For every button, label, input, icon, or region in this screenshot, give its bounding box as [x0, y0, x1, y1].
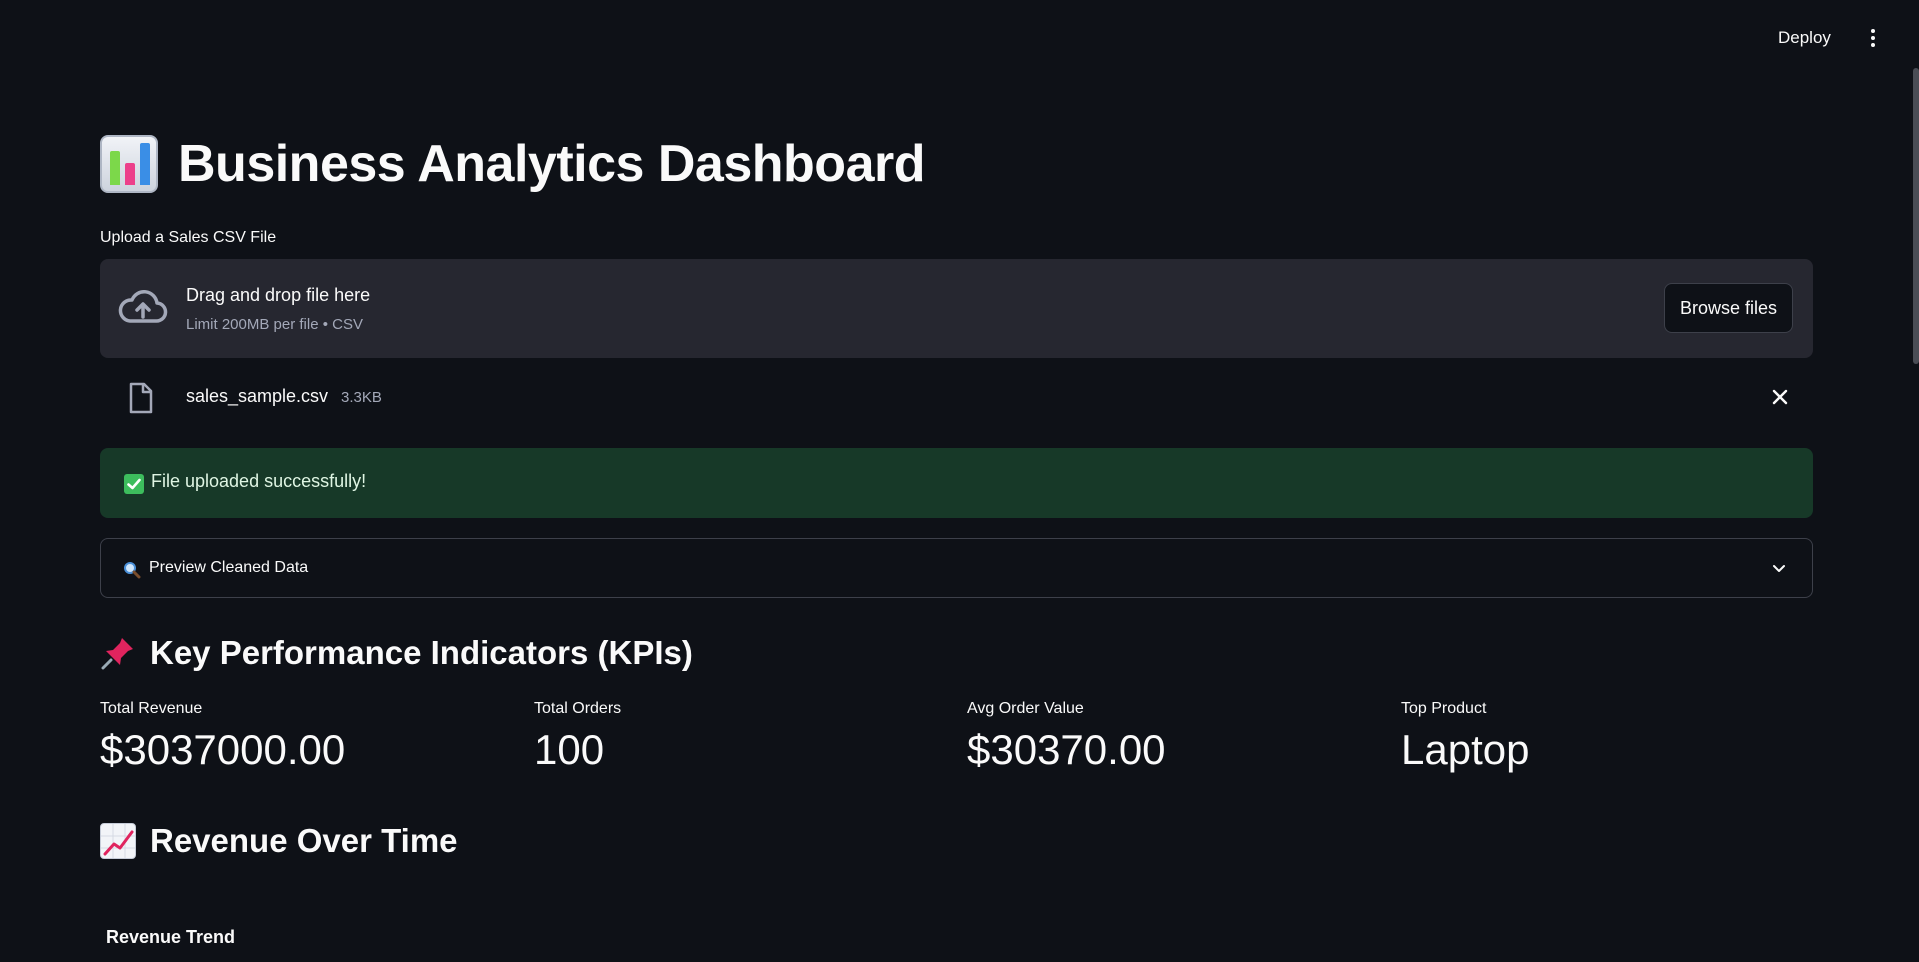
- page-scrollbar[interactable]: [1913, 68, 1919, 364]
- metric-value: $30370.00: [967, 726, 1166, 773]
- kpi-section-heading: Key Performance Indicators (KPIs): [100, 634, 693, 672]
- dropzone-hint: Limit 200MB per file • CSV: [186, 316, 363, 333]
- expander-label: Preview Cleaned Data: [149, 559, 309, 576]
- dropzone-title: Drag and drop file here: [186, 285, 371, 305]
- kpi-section-title: Key Performance Indicators (KPIs): [150, 634, 693, 671]
- uploader-label: Upload a Sales CSV File: [100, 229, 277, 246]
- deploy-button[interactable]: Deploy: [1778, 28, 1831, 47]
- metric-top-product: Top Product Laptop: [1401, 700, 1801, 774]
- metric-label: Top Product: [1401, 700, 1487, 717]
- metric-label: Total Orders: [534, 700, 622, 717]
- uploaded-file-name: sales_sample.csv: [186, 386, 329, 406]
- metric-value: $3037000.00: [100, 726, 346, 773]
- page-title-row: Business Analytics Dashboard: [100, 134, 925, 194]
- metric-label: Total Revenue: [100, 700, 203, 717]
- browse-files-button[interactable]: Browse files: [1663, 283, 1793, 333]
- remove-file-close-icon[interactable]: [1769, 386, 1791, 408]
- check-mark-icon: [124, 474, 144, 494]
- success-alert: File uploaded successfully!: [100, 448, 1813, 518]
- main-menu-button[interactable]: [1862, 24, 1884, 52]
- uploaded-file-item: sales_sample.csv 3.3KB: [100, 376, 1813, 418]
- cloud-upload-icon: [118, 290, 168, 323]
- metric-total-revenue: Total Revenue $3037000.00: [100, 700, 500, 774]
- revenue-section-title: Revenue Over Time: [150, 822, 458, 859]
- chevron-down-icon: [1773, 565, 1785, 572]
- file-dropzone[interactable]: Drag and drop file here Limit 200MB per …: [100, 259, 1813, 358]
- success-alert-text: File uploaded successfully!: [151, 471, 367, 491]
- app-header: Deploy: [0, 0, 1919, 76]
- kpi-metrics-row: Total Revenue $3037000.00 Total Orders 1…: [100, 700, 1813, 780]
- preview-data-expander[interactable]: Preview Cleaned Data: [100, 538, 1813, 598]
- revenue-chart-title: Revenue Trend: [106, 927, 236, 947]
- page-title: Business Analytics Dashboard: [178, 135, 925, 193]
- metric-total-orders: Total Orders 100: [534, 700, 934, 774]
- kebab-menu-icon: [1871, 29, 1875, 33]
- bar-chart-emoji-icon: [100, 135, 158, 193]
- metric-avg-order-value: Avg Order Value $30370.00: [967, 700, 1367, 774]
- metric-value: Laptop: [1401, 726, 1530, 773]
- pushpin-icon: [101, 638, 133, 670]
- revenue-section-heading: Revenue Over Time: [100, 822, 458, 860]
- metric-label: Avg Order Value: [967, 700, 1084, 717]
- metric-value: 100: [534, 726, 605, 773]
- magnifier-icon: [124, 562, 141, 579]
- file-icon: [129, 382, 153, 414]
- uploaded-file-size: 3.3KB: [341, 389, 382, 406]
- chart-increasing-icon: [100, 823, 136, 859]
